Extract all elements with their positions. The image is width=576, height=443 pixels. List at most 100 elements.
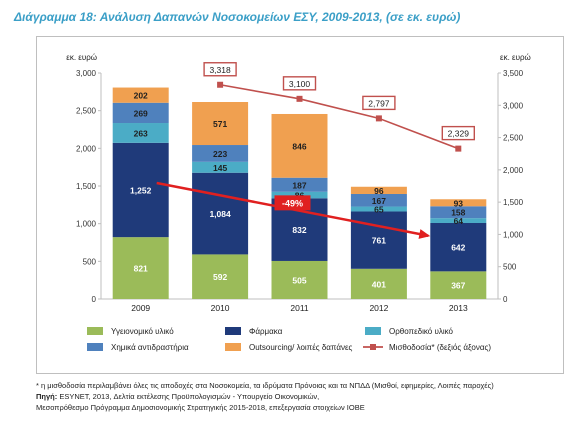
bar-segment [350, 186, 407, 194]
footnote-source: Πηγή: ESYNET, 2013, Δελτία εκτέλεσης Προ… [36, 391, 494, 402]
right-tick-label: 2,000 [503, 166, 524, 175]
chart-title: Διάγραμμα 18: Ανάλυση Δαπανών Νοσοκομείω… [14, 10, 461, 24]
salary-value-label: 2,329 [448, 129, 470, 139]
legend-swatch [365, 327, 381, 335]
bar-value-label: 846 [292, 141, 306, 151]
bar-segment [350, 268, 407, 299]
bar-segment [112, 102, 169, 124]
legend-swatch [87, 327, 103, 335]
bar-segment [430, 271, 487, 299]
salary-label-box [362, 95, 396, 111]
left-tick-label: 2,500 [76, 107, 97, 116]
salary-value-label: 2,797 [368, 98, 390, 108]
bar-segment [112, 87, 169, 103]
bar-segment [192, 254, 249, 299]
bar-value-label: 505 [292, 275, 306, 285]
salary-marker [296, 95, 303, 102]
x-tick-label: 2013 [449, 303, 468, 313]
legend-label: Χημικά αντιδραστήρια [111, 343, 189, 352]
salary-label-box [203, 62, 237, 77]
bar-segment [271, 177, 328, 192]
bar-segment [430, 206, 487, 219]
right-tick-label: 1,500 [503, 198, 524, 207]
x-tick-label: 2012 [369, 303, 388, 313]
bar-value-label: 96 [374, 186, 384, 196]
legend-swatch [87, 343, 103, 351]
legend-line-marker [370, 344, 376, 350]
bar-value-label: 571 [213, 119, 227, 129]
y-axis-label-left: εκ. ευρώ [66, 53, 97, 62]
left-tick-label: 500 [83, 257, 97, 266]
legend-swatch [225, 327, 241, 335]
bar-segment [430, 218, 487, 223]
bar-segment [192, 161, 249, 173]
bar-segment [350, 211, 407, 269]
left-tick-label: 3,000 [76, 69, 97, 78]
x-tick-label: 2010 [211, 303, 230, 313]
right-tick-label: 3,500 [503, 69, 524, 78]
salary-value-label: 3,100 [289, 79, 311, 89]
right-tick-label: 0 [503, 295, 508, 304]
bar-segment [350, 193, 407, 207]
chart-svg: εκ. ευρώ εκ. ευρώ 0 500 1,000 1,500 2,000 2,500… [66, 53, 531, 352]
bar-segment [271, 260, 328, 299]
bar-value-label: 93 [454, 198, 464, 208]
trend-badge-label: -49% [282, 198, 303, 208]
bar-value-label: 187 [292, 180, 306, 190]
salary-value-label: 3,318 [209, 65, 231, 75]
right-tick-label: 2,500 [503, 134, 524, 143]
salary-label-box [282, 76, 317, 91]
bar-value-label: 832 [292, 225, 306, 235]
bar-value-label: 1,252 [130, 185, 152, 195]
salary-marker [217, 81, 224, 88]
bar-value-label: 65 [374, 205, 384, 215]
right-tick-label: 500 [503, 263, 517, 272]
left-tick-label: 1,500 [76, 182, 97, 191]
bar-segment [271, 191, 328, 199]
source-text: ESYNET, 2013, Δελτία εκτέλεσης Προϋπολογ… [59, 392, 320, 401]
bar-value-label: 167 [372, 196, 386, 206]
legend-label: Ορθοπεδικό υλικό [389, 327, 454, 336]
bar-segment [112, 142, 169, 238]
bar-value-label: 202 [134, 91, 148, 101]
legend-swatch [225, 343, 241, 351]
x-tick-label: 2011 [290, 303, 309, 313]
bar-segment [192, 145, 249, 162]
left-tick-label: 0 [92, 295, 97, 304]
legend-label: Υγειονομικό υλικό [111, 327, 174, 336]
bar-value-label: 401 [372, 279, 386, 289]
bar-value-label: 761 [372, 236, 386, 246]
bar-value-label: 263 [134, 128, 148, 138]
source-label: Πηγή: [36, 392, 58, 401]
bar-value-label: 821 [134, 264, 148, 274]
left-tick-label: 1,000 [76, 220, 97, 229]
bar-value-label: 223 [213, 149, 227, 159]
bar-value-label: 1,084 [209, 209, 231, 219]
bar-value-label: 269 [134, 108, 148, 118]
legend-label: Μισθοδοσία* (δεξιός άξονας) [389, 343, 491, 352]
bar-segment [350, 206, 407, 212]
footnotes: * η μισθοδοσία περιλαμβάνει όλες τις απο… [36, 380, 494, 413]
bar-segment [430, 199, 487, 207]
footnote-source2: Μεσοπρόθεσμο Πρόγραμμα Δημοσιονομικής Στ… [36, 403, 365, 412]
bar-value-label: 592 [213, 272, 227, 282]
right-tick-label: 3,000 [503, 101, 524, 110]
footnote-note: * η μισθοδοσία περιλαμβάνει όλες τις απο… [36, 381, 494, 390]
chart-frame: εκ. ευρώ εκ. ευρώ 0 500 1,000 1,500 2,000 2,500… [36, 36, 564, 374]
bar-segment [430, 222, 487, 272]
right-tick-label: 1,000 [503, 230, 524, 239]
bar-segment [112, 123, 169, 143]
salary-line [219, 83, 459, 150]
y-axis-label-right: εκ. ευρώ [500, 53, 531, 62]
bar-value-label: 158 [451, 208, 465, 218]
legend-label: Φάρμακα [249, 327, 283, 336]
bar-value-label: 145 [213, 163, 227, 173]
bar-value-label: 642 [451, 243, 465, 253]
bar-segment [192, 102, 249, 146]
bar-value-label: 64 [454, 216, 464, 226]
salary-marker [455, 145, 462, 152]
bar-segment [271, 113, 328, 178]
bar-segment [192, 172, 249, 255]
bar-value-label: 367 [451, 281, 465, 291]
x-tick-label: 2009 [131, 303, 150, 313]
